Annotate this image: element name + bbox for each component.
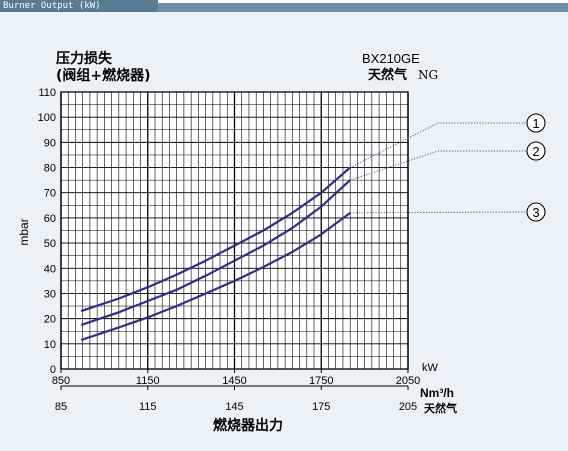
fuel-code: NG (418, 68, 438, 82)
title-left-line-2: (阀组+燃烧器) (56, 67, 151, 84)
y-tick-label: 90 (44, 137, 56, 149)
y-tick-label: 40 (44, 263, 56, 275)
x-tick-label: 1150 (136, 375, 160, 387)
x2-tick-label: 85 (55, 401, 67, 413)
y-tick-label: 100 (38, 112, 56, 124)
x-unit-top: kW (422, 362, 439, 374)
x2-tick-label: 175 (312, 401, 330, 413)
x2-tick-label: 205 (399, 401, 417, 413)
y-tick-label: 10 (44, 339, 56, 351)
labels: 压力损失 (阀组+燃烧器) BX210GE 天然气 NG mbar kW Nm³… (17, 50, 457, 434)
ticks: 0 10 20 30 40 50 60 70 80 90 100 110 850 1150 1450 1750… (38, 87, 421, 413)
series-line-1 (80, 166, 351, 313)
title-left-line-1: 压力损失 (56, 50, 113, 67)
title-strip (158, 0, 568, 3)
y-tick-label: 60 (44, 213, 56, 225)
x2-tick-label: 115 (139, 401, 157, 413)
y-tick-label: 20 (44, 314, 56, 326)
grid (60, 91, 409, 370)
fuel-label: 天然气 (368, 67, 407, 83)
x-axis-label: 燃烧器出力 (213, 417, 283, 434)
legend-label-3: 3 (532, 205, 539, 220)
x-tick-label: 2050 (396, 375, 420, 387)
x-unit-bottom-sub: 天然气 (424, 401, 457, 415)
x-tick-label: 1750 (309, 375, 333, 387)
leader-line-2 (350, 150, 528, 181)
legend: 1 2 3 (349, 113, 546, 222)
y-tick-label: 80 (44, 163, 56, 175)
curves (80, 166, 351, 342)
y-tick-label: 70 (44, 188, 56, 200)
x2-tick-label: 145 (225, 401, 243, 413)
legend-label-2: 2 (532, 144, 539, 159)
y-axis-label: mbar (17, 218, 31, 245)
y-tick-label: 30 (44, 288, 56, 300)
legend-marker-3 (526, 202, 546, 222)
window-title: Burner Output (kW) (0, 0, 158, 12)
model-name: BX210GE (362, 51, 420, 66)
x-tick-label: 850 (52, 375, 70, 387)
legend-label-1: 1 (532, 116, 539, 131)
series-line-3 (80, 212, 351, 342)
legend-marker-1 (526, 113, 546, 133)
y-tick-label: 0 (50, 364, 56, 376)
x-tick-label: 1450 (222, 375, 246, 387)
x-unit-bottom: Nm³/h (420, 386, 454, 400)
leader-line-1 (349, 122, 528, 168)
y-tick-label: 50 (44, 238, 56, 250)
legend-marker-2 (526, 141, 546, 161)
y-tick-label: 110 (38, 87, 56, 99)
series-line-2 (80, 179, 351, 326)
